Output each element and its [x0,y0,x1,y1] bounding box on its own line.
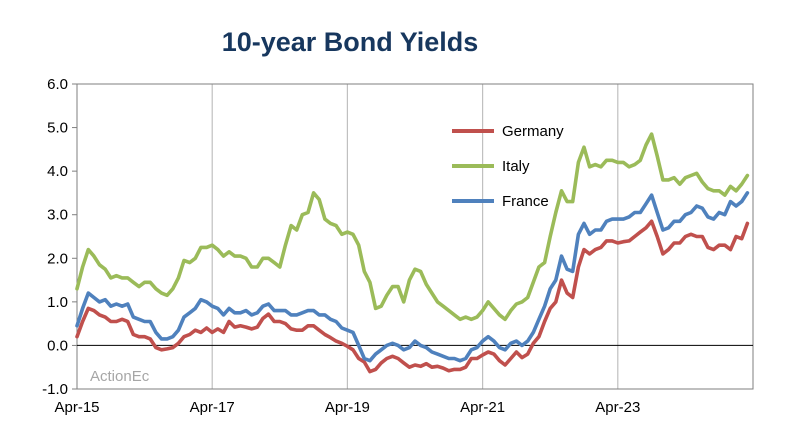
x-axis-ticks: Apr-15 Apr-17 Apr-19 Apr-21 Apr-23 [54,399,640,416]
series-line-germany [75,219,750,374]
series-line-italy [75,132,750,322]
y-tick-label: -1.0 [42,381,68,398]
chart-title: 10-year Bond Yields [222,27,479,57]
x-tick-label: Apr-21 [460,399,505,416]
plot-axes [76,83,754,390]
x-tick-label: Apr-19 [325,399,370,416]
legend-label-germany: Germany [502,123,564,140]
series-lines [75,132,750,374]
y-tick-label: 3.0 [47,207,68,224]
legend: Germany Italy France [452,123,564,210]
legend-label-france: France [502,193,549,210]
x-tick-label: Apr-23 [595,399,640,416]
x-tick-label: Apr-17 [190,399,235,416]
y-tick-label: 6.0 [47,76,68,93]
plot-grid [211,84,619,389]
series-line-france [75,191,750,363]
plot-border [76,83,754,390]
y-tick-label: 5.0 [47,120,68,137]
legend-label-italy: Italy [502,158,530,175]
x-tick-label: Apr-15 [54,399,99,416]
y-axis-ticks: 6.0 5.0 4.0 3.0 2.0 1.0 0.0 -1.0 [42,76,77,398]
watermark-label: ActionEc [90,368,150,385]
y-tick-label: 0.0 [47,337,68,354]
y-tick-label: 1.0 [47,294,68,311]
y-tick-label: 2.0 [47,250,68,267]
y-tick-label: 4.0 [47,163,68,180]
